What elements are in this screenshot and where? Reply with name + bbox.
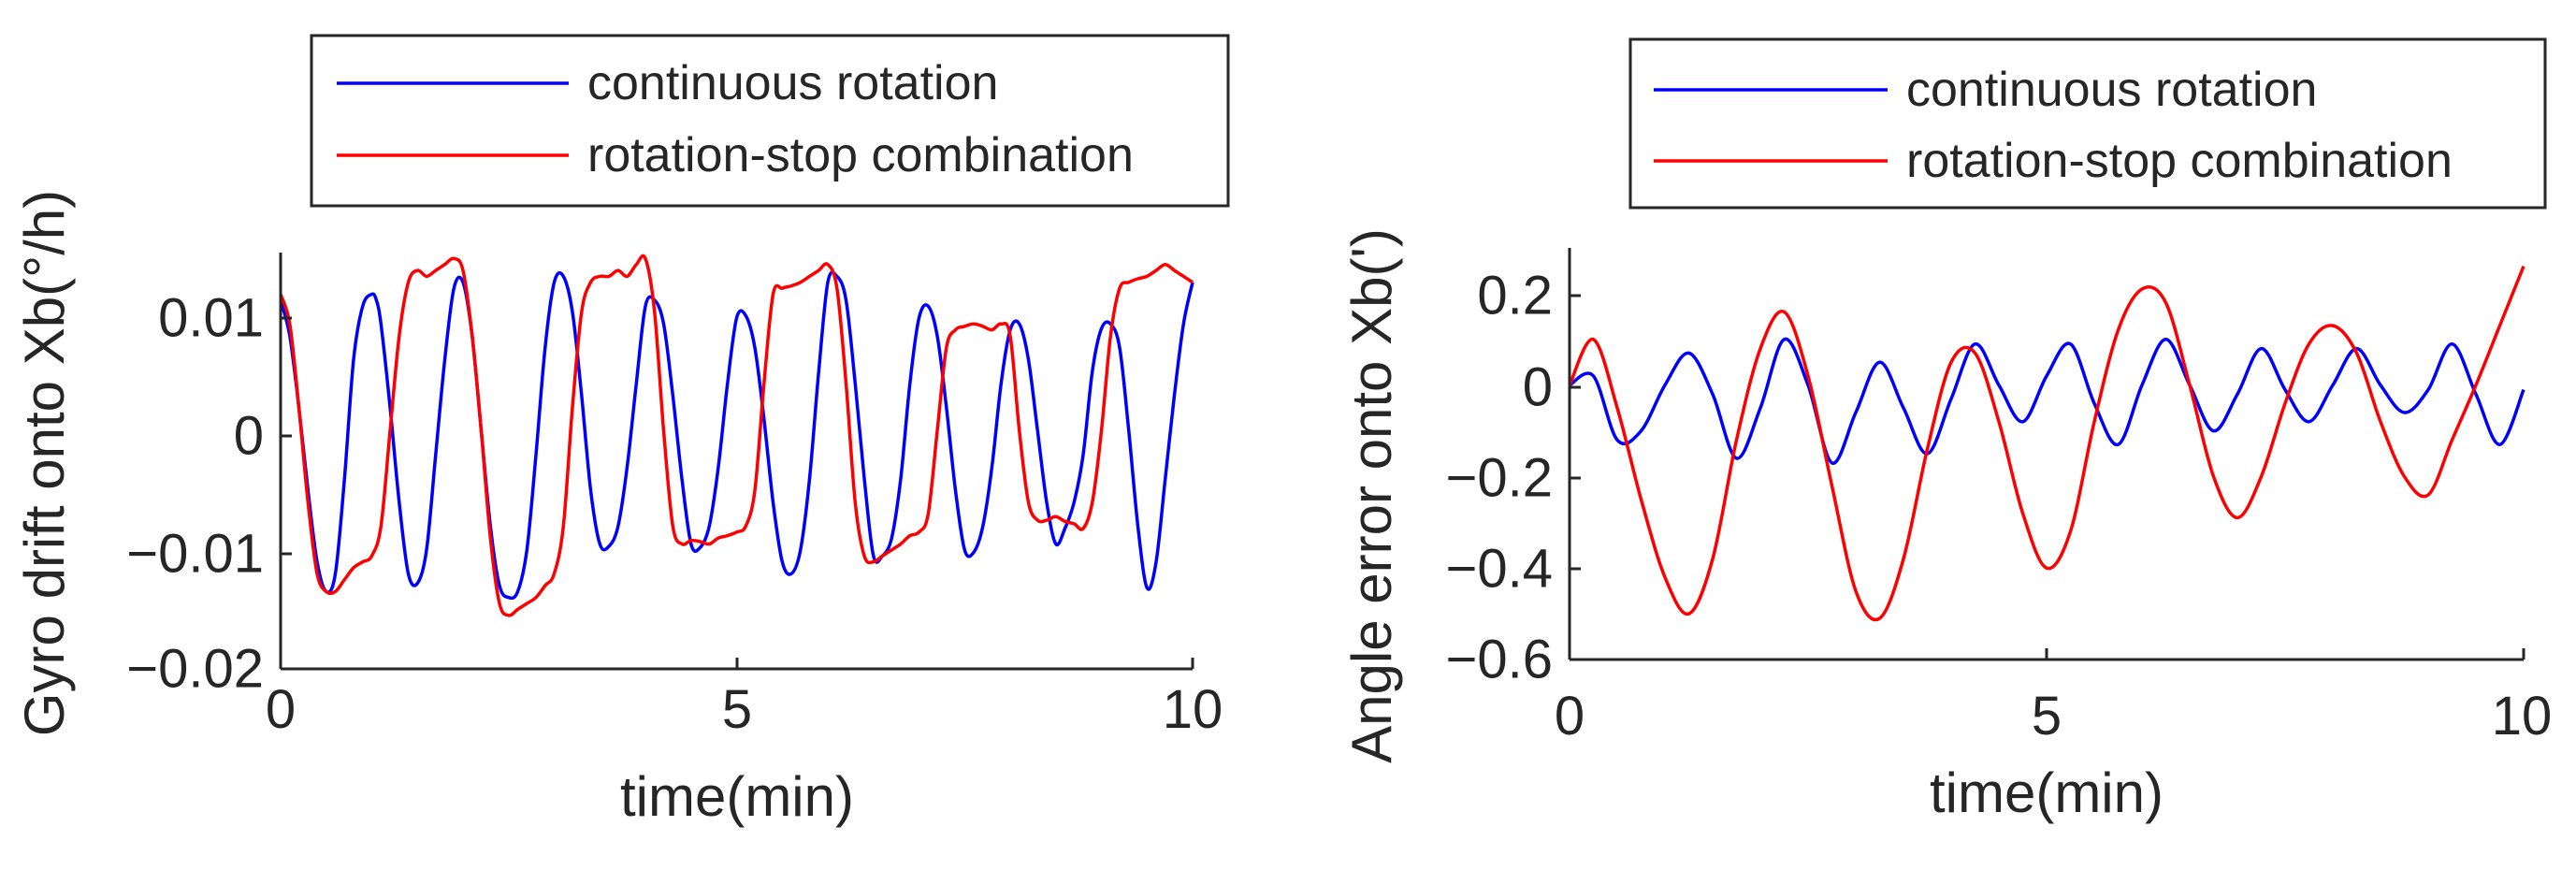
right-legend-box bbox=[1628, 37, 2547, 210]
right-y-tick-label-4: −0.6 bbox=[1446, 630, 1554, 690]
left-series-line-rotation-stop-combination bbox=[281, 254, 1194, 617]
right-legend-label-rotation-stop-combination: rotation-stop combination bbox=[1906, 134, 2453, 188]
right-legend: continuous rotation rotation-stop combin… bbox=[1628, 37, 2547, 210]
left-y-axis-label: Gyro drift onto Xb(°/h) bbox=[13, 190, 76, 736]
chart-left: 0.01 0 −0.01 −0.02 0 5 10 time(min) Gyro… bbox=[13, 34, 1230, 828]
right-x-tick-label-1: 5 bbox=[2032, 686, 2062, 747]
left-series-line-continuous-rotation bbox=[281, 270, 1194, 601]
left-legend: continuous rotation rotation-stop combin… bbox=[310, 34, 1230, 208]
right-legend-label-continuous-rotation: continuous rotation bbox=[1906, 63, 2317, 117]
left-y-tick-label-2: −0.01 bbox=[126, 524, 264, 585]
left-legend-label-continuous-rotation: continuous rotation bbox=[587, 56, 998, 110]
left-legend-label-rotation-stop-combination: rotation-stop combination bbox=[587, 128, 1134, 182]
right-y-tick-label-1: 0 bbox=[1523, 357, 1553, 418]
chart-right: 0.2 0 −0.2 −0.4 −0.6 0 5 10 time(min) An… bbox=[1340, 37, 2553, 824]
right-x-tick-label-0: 0 bbox=[1555, 686, 1585, 747]
left-x-tick-label-0: 0 bbox=[266, 679, 296, 740]
right-plot-area bbox=[1570, 248, 2524, 660]
left-legend-box bbox=[310, 34, 1230, 208]
right-y-axis-label: Angle error onto Xb(') bbox=[1340, 228, 1403, 763]
right-y-tick-label-0: 0.2 bbox=[1477, 266, 1553, 326]
left-y-tick-label-1: 0 bbox=[234, 406, 264, 467]
right-y-tick-label-3: −0.4 bbox=[1446, 539, 1554, 600]
right-series-layer bbox=[1570, 265, 2525, 622]
left-x-axis-label: time(min) bbox=[620, 765, 854, 828]
left-x-tick-label-2: 10 bbox=[1163, 679, 1223, 740]
right-y-tick-label-2: −0.2 bbox=[1446, 448, 1554, 509]
left-y-tick-label-3: −0.02 bbox=[126, 639, 264, 700]
right-x-tick-label-2: 10 bbox=[2492, 686, 2553, 747]
right-series-line-rotation-stop-combination bbox=[1570, 265, 2525, 622]
left-y-tick-label-0: 0.01 bbox=[158, 288, 264, 349]
right-x-axis-label: time(min) bbox=[1930, 761, 2164, 824]
left-x-tick-label-1: 5 bbox=[722, 679, 752, 740]
left-series-layer bbox=[281, 254, 1194, 617]
